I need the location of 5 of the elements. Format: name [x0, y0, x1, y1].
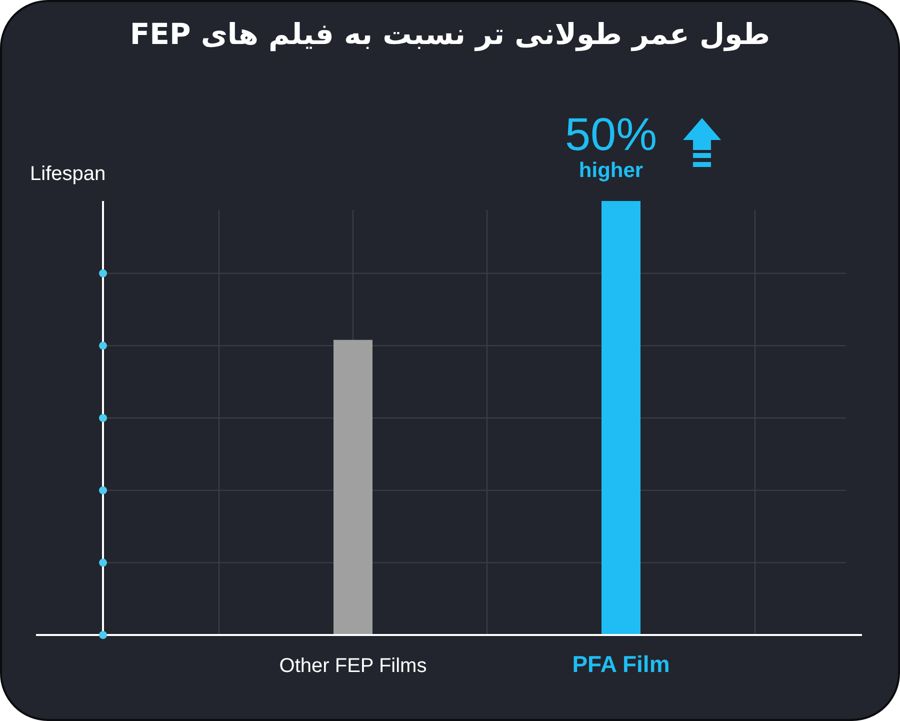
annotation: 50% higher — [564, 108, 658, 182]
x-tick-label: PFA Film — [572, 651, 670, 677]
chart-title: طول عمر طولانی تر نسبت به فیلم های FEP — [128, 16, 772, 54]
x-tick-label: Other FEP Films — [279, 655, 427, 677]
y-axis-title: Lifespan — [30, 163, 106, 185]
